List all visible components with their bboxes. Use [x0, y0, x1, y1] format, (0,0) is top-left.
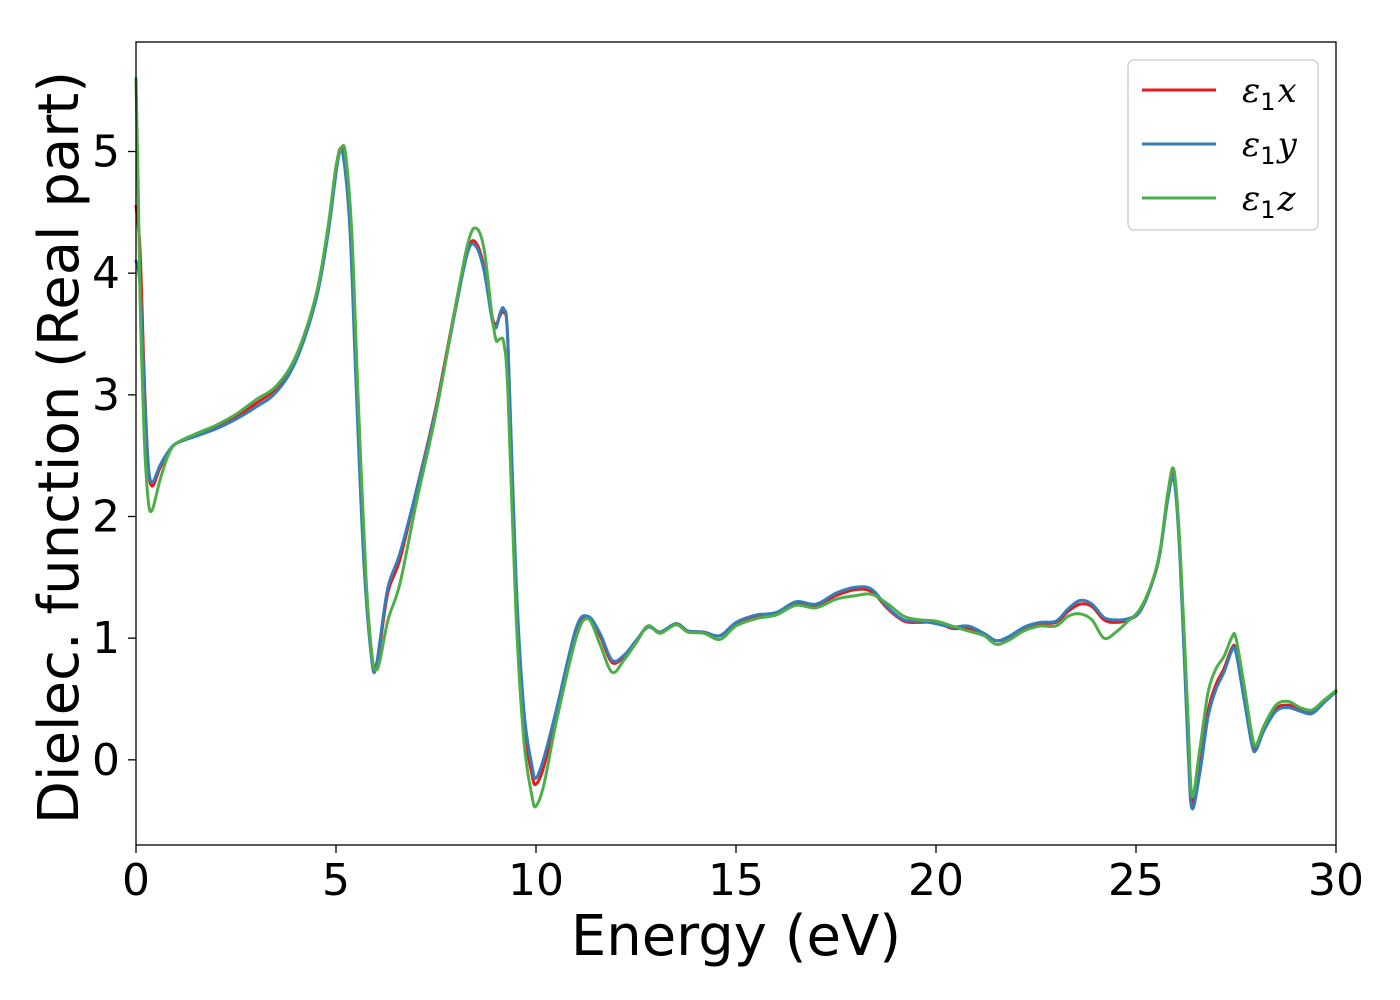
- x-tick-label: 10: [508, 855, 564, 906]
- legend-label-x: ε1x: [1242, 71, 1297, 116]
- y-tick-label: 0: [92, 735, 120, 786]
- legend-label-y: ε1y: [1242, 125, 1298, 170]
- x-axis-title: Energy (eV): [571, 904, 901, 969]
- y-tick-label: 5: [92, 127, 120, 178]
- legend-label-z: ε1z: [1242, 179, 1297, 224]
- x-tick-label: 0: [122, 855, 150, 906]
- y-tick-label: 2: [92, 492, 120, 543]
- y-axis-title: Dielec. function (Real part): [27, 71, 92, 824]
- legend-box: [1127, 59, 1319, 231]
- x-tick-label: 15: [708, 855, 764, 906]
- x-tick-label: 5: [322, 855, 350, 906]
- series-layer: [134, 77, 1338, 811]
- y-tick-label: 4: [92, 248, 120, 299]
- x-tick-label: 20: [908, 855, 964, 906]
- ticks-layer: 0 5 10 15 20 25 30 0 1 2 3 4 5: [92, 127, 1364, 907]
- y-tick-label: 1: [92, 613, 120, 664]
- legend: ε1x ε1y ε1z: [1127, 59, 1319, 231]
- x-tick-label: 30: [1308, 855, 1364, 906]
- y-tick-label: 3: [92, 370, 120, 421]
- series-line-z: [134, 77, 1338, 809]
- x-tick-label: 25: [1108, 855, 1164, 906]
